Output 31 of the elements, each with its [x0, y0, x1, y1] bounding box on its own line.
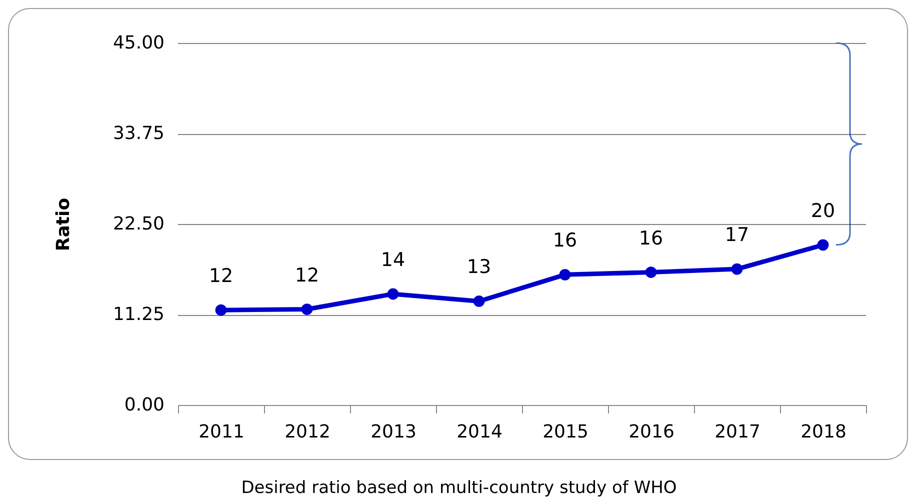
x-tick-label: 2012: [284, 422, 330, 442]
y-tick-label: 22.50: [112, 214, 164, 234]
point: [473, 296, 485, 307]
point: [301, 304, 313, 315]
point: [559, 268, 571, 280]
data-label: 20: [810, 200, 836, 222]
y-tick-label: 0.00: [124, 394, 164, 416]
x-tick-label: 2015: [542, 422, 588, 442]
x-tick-label: 2014: [456, 422, 502, 442]
data-label: 14: [380, 248, 406, 271]
data-label: 12: [208, 265, 234, 288]
data-label: 16: [552, 230, 578, 252]
x-tick-label: 2018: [800, 422, 846, 442]
data-label: 12: [294, 264, 320, 286]
x-tick-label: 2013: [370, 422, 416, 442]
y-tick-label: 11.25: [112, 304, 164, 325]
point: [645, 266, 657, 278]
x-tick-label: 2016: [628, 422, 674, 442]
data-label: 17: [724, 224, 750, 246]
y-axis-title: Ratio: [52, 198, 74, 252]
y-tick-label: 33.75: [112, 123, 164, 144]
data-label: 16: [638, 227, 664, 250]
text: Desired ratio based on multi-country study of WHO: [240, 478, 678, 498]
x-tick-label: 2011: [198, 422, 244, 442]
point: [387, 288, 399, 300]
point: [731, 263, 743, 275]
point: [817, 239, 829, 251]
data-label: 13: [466, 256, 492, 278]
x-tick-label: 2017: [714, 422, 760, 442]
y-tick-label: 45.00: [112, 32, 164, 54]
point: [215, 304, 227, 316]
